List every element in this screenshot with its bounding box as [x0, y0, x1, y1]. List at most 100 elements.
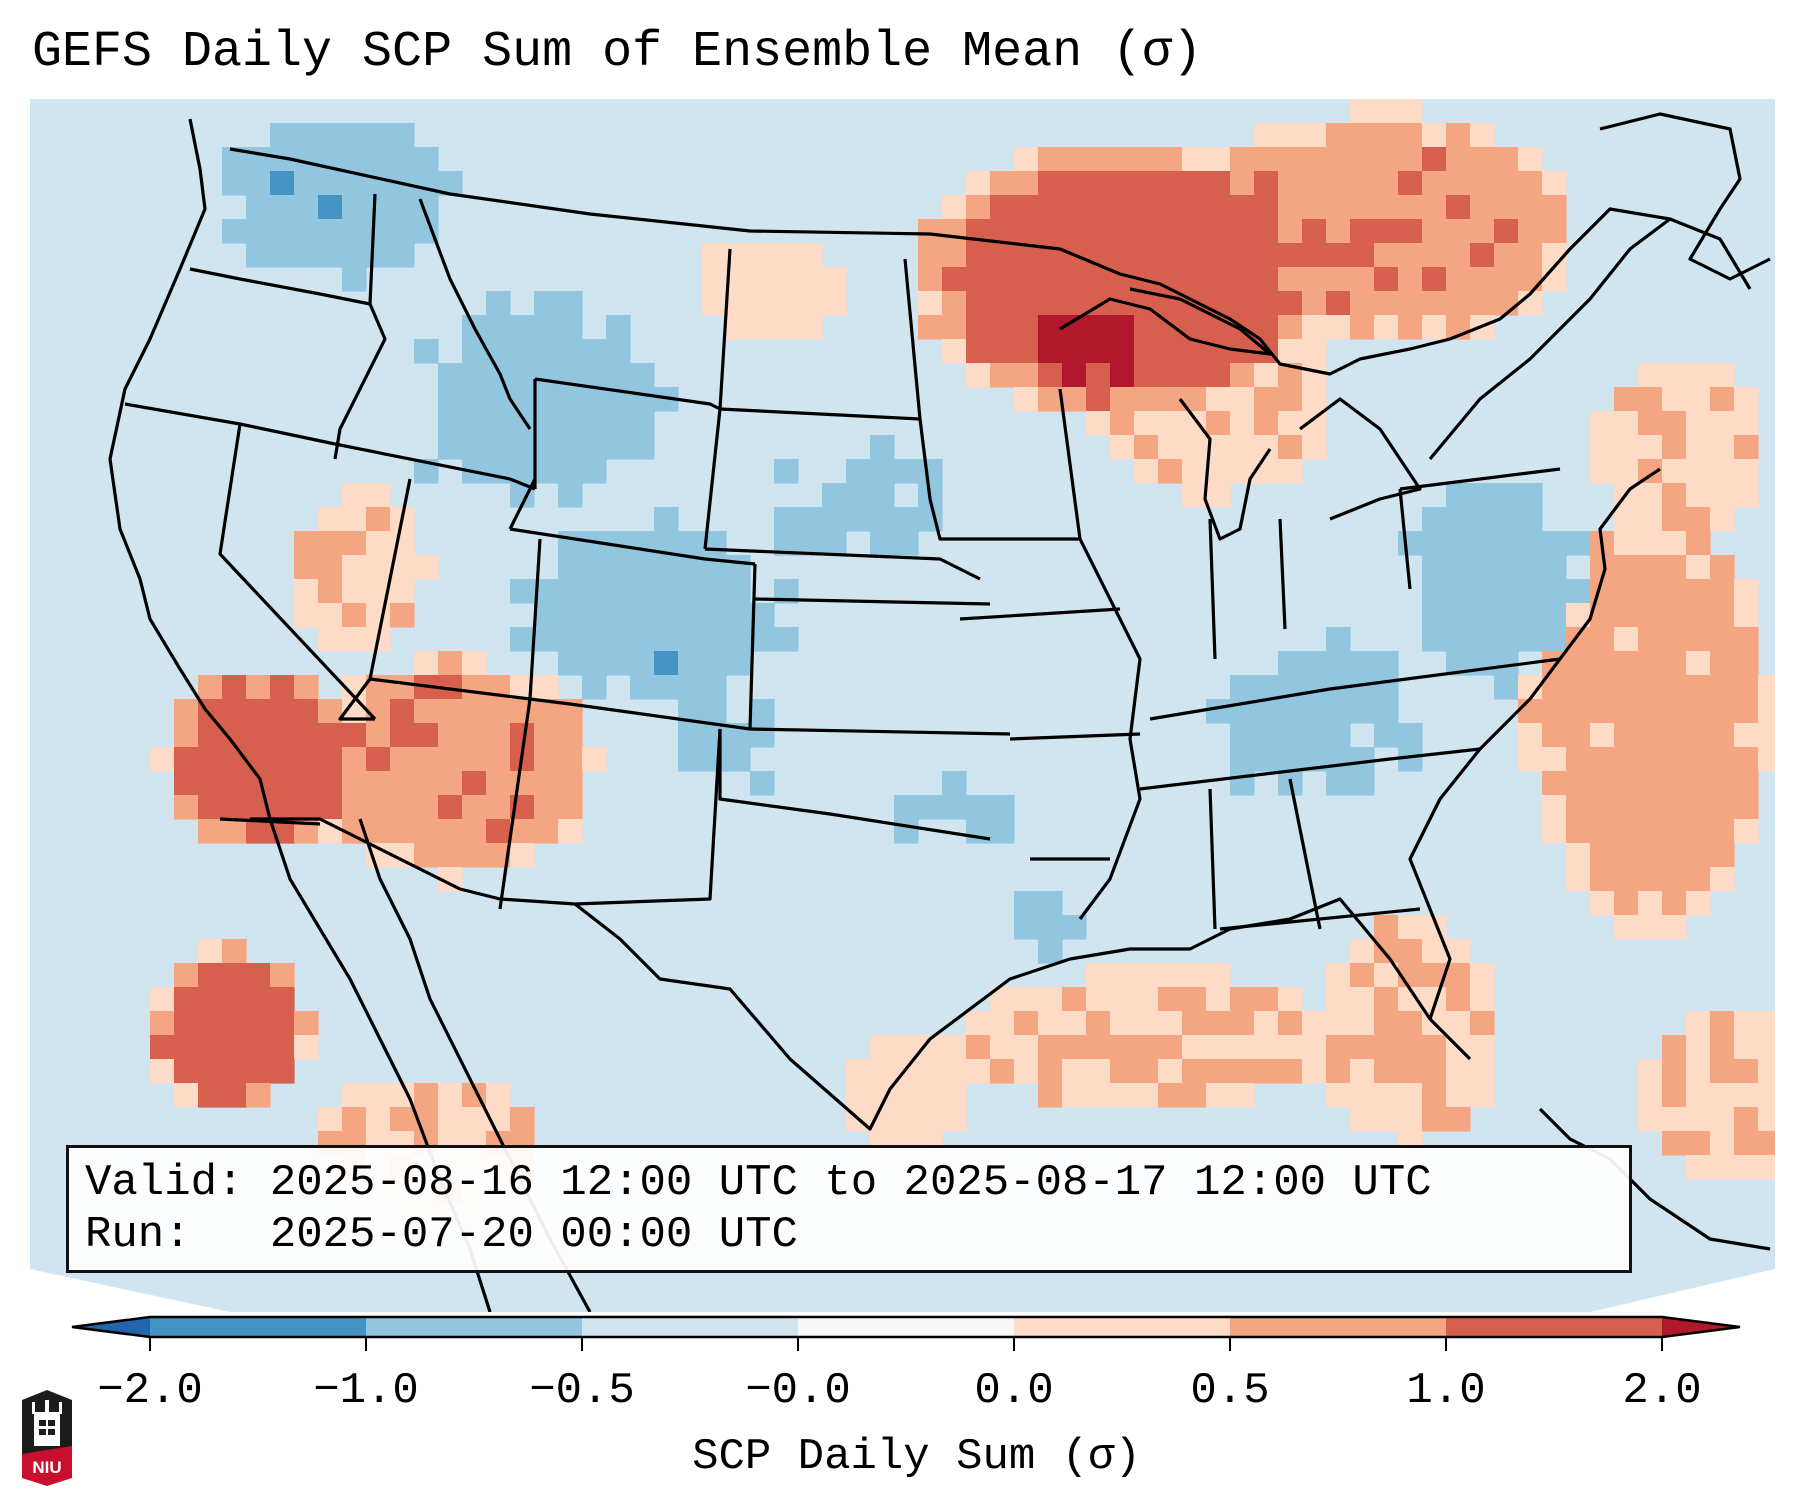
anomaly-cell: [1518, 243, 1543, 268]
anomaly-cell: [414, 699, 439, 724]
anomaly-cell: [1182, 963, 1207, 988]
anomaly-cell: [1710, 459, 1735, 484]
anomaly-cell: [270, 1011, 295, 1036]
anomaly-cell: [1134, 363, 1159, 388]
anomaly-cell: [1590, 795, 1615, 820]
anomaly-cell: [1038, 987, 1063, 1012]
anomaly-cell: [1470, 219, 1495, 244]
anomaly-cell: [1470, 603, 1495, 628]
anomaly-cell: [1014, 147, 1039, 172]
anomaly-cell: [294, 123, 319, 148]
anomaly-cell: [942, 771, 967, 796]
anomaly-cell: [1374, 675, 1399, 700]
anomaly-cell: [246, 699, 271, 724]
anomaly-cell: [174, 771, 199, 796]
anomaly-cell: [558, 459, 583, 484]
anomaly-cell: [390, 579, 415, 604]
anomaly-cell: [222, 699, 247, 724]
border-ks-ok: [749, 727, 1011, 736]
anomaly-cell: [1422, 315, 1447, 340]
anomaly-cell: [1158, 339, 1183, 364]
anomaly-cell: [1686, 363, 1711, 388]
anomaly-cell: [1254, 987, 1279, 1012]
anomaly-cell: [702, 291, 727, 316]
anomaly-cell: [1710, 603, 1735, 628]
anomaly-cell: [1038, 1011, 1063, 1036]
anomaly-cell: [1734, 651, 1759, 676]
anomaly-cell: [774, 507, 799, 532]
anomaly-cell: [1590, 819, 1615, 844]
anomaly-cell: [1470, 1011, 1495, 1036]
anomaly-cell: [150, 747, 175, 772]
anomaly-cell: [990, 1059, 1015, 1084]
anomaly-cell: [1158, 1035, 1183, 1060]
anomaly-cell: [1542, 579, 1567, 604]
colorbar-tick-label: 0.0: [974, 1366, 1054, 1416]
anomaly-cell: [1638, 915, 1663, 940]
anomaly-cell: [1182, 459, 1207, 484]
anomaly-cell: [318, 123, 343, 148]
anomaly-cell: [942, 795, 967, 820]
anomaly-cell: [318, 195, 343, 220]
anomaly-cell: [1278, 651, 1303, 676]
anomaly-cell: [414, 147, 439, 172]
anomaly-cell: [678, 675, 703, 700]
anomaly-cell: [270, 963, 295, 988]
anomaly-cell: [1302, 243, 1327, 268]
anomaly-cell: [1734, 723, 1759, 748]
border-nd-mn: [903, 258, 922, 420]
anomaly-cell: [1350, 939, 1375, 964]
anomaly-cell: [1398, 1083, 1423, 1108]
anomaly-cell: [1086, 219, 1111, 244]
anomaly-cell: [1542, 747, 1567, 772]
anomaly-cell: [1326, 147, 1351, 172]
anomaly-cell: [1758, 1059, 1775, 1084]
anomaly-cell: [1182, 219, 1207, 244]
anomaly-cell: [558, 627, 583, 652]
anomaly-cell: [1302, 195, 1327, 220]
border-mt-nd: [718, 248, 732, 410]
anomaly-cell: [702, 267, 727, 292]
anomaly-cell: [1302, 1035, 1327, 1060]
colorbar-extend-over: [1662, 1317, 1740, 1337]
anomaly-cell: [198, 771, 223, 796]
anomaly-cell: [1254, 699, 1279, 724]
anomaly-cell: [558, 531, 583, 556]
anomaly-cell: [1014, 1059, 1039, 1084]
anomaly-cell: [1158, 219, 1183, 244]
anomaly-cell: [390, 723, 415, 748]
anomaly-cell: [1542, 267, 1567, 292]
anomaly-cell: [726, 627, 751, 652]
anomaly-cell: [510, 363, 535, 388]
anomaly-cell: [486, 795, 511, 820]
anomaly-cell: [1230, 195, 1255, 220]
anomaly-cell: [1662, 771, 1687, 796]
anomaly-cell: [1326, 315, 1351, 340]
anomaly-cell: [558, 291, 583, 316]
anomaly-cell: [1614, 387, 1639, 412]
anomaly-cell: [1494, 579, 1519, 604]
anomaly-cell: [1038, 339, 1063, 364]
anomaly-cell: [1686, 795, 1711, 820]
anomaly-cell: [270, 1035, 295, 1060]
anomaly-cell: [414, 795, 439, 820]
anomaly-cell: [966, 1035, 991, 1060]
border-nm-tx-ok: [574, 728, 722, 906]
anomaly-cell: [366, 195, 391, 220]
anomaly-cell: [966, 291, 991, 316]
anomaly-cell: [582, 675, 607, 700]
anomaly-cell: [1686, 507, 1711, 532]
anomaly-cell: [1398, 1107, 1423, 1132]
anomaly-cell: [1278, 435, 1303, 460]
anomaly-cell: [750, 315, 775, 340]
anomaly-cell: [1662, 1035, 1687, 1060]
anomaly-cell: [294, 171, 319, 196]
colorbar-bin: [1014, 1317, 1231, 1337]
anomaly-cell: [1494, 531, 1519, 556]
anomaly-cell: [1158, 411, 1183, 436]
anomaly-cell: [1494, 651, 1519, 676]
anomaly-cell: [1350, 171, 1375, 196]
anomaly-cell: [222, 987, 247, 1012]
anomaly-cell: [918, 315, 943, 340]
anomaly-cell: [1710, 771, 1735, 796]
